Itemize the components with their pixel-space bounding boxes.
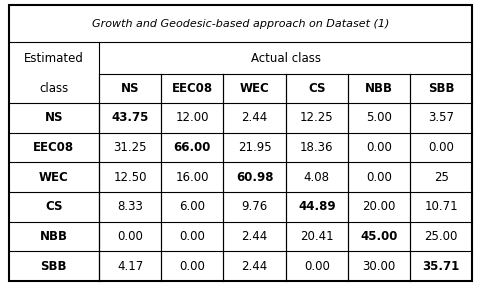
Text: 0.00: 0.00	[117, 230, 143, 243]
Text: 45.00: 45.00	[360, 230, 397, 243]
Text: 18.36: 18.36	[300, 141, 333, 154]
Text: 10.71: 10.71	[423, 200, 457, 213]
Text: WEC: WEC	[239, 82, 269, 95]
Text: 4.08: 4.08	[303, 171, 329, 184]
Text: 12.00: 12.00	[175, 111, 209, 124]
Text: 30.00: 30.00	[361, 259, 395, 273]
Text: 0.00: 0.00	[179, 230, 205, 243]
Text: 25.00: 25.00	[424, 230, 457, 243]
Text: 4.17: 4.17	[117, 259, 143, 273]
Text: 20.00: 20.00	[361, 200, 395, 213]
Text: SBB: SBB	[40, 259, 67, 273]
Text: 5.00: 5.00	[365, 111, 391, 124]
Text: 2.44: 2.44	[241, 111, 267, 124]
Text: CS: CS	[45, 200, 62, 213]
Text: 8.33: 8.33	[117, 200, 143, 213]
Text: 0.00: 0.00	[365, 141, 391, 154]
Text: NBB: NBB	[364, 82, 392, 95]
Text: SBB: SBB	[427, 82, 454, 95]
Text: 25: 25	[433, 171, 448, 184]
Text: 43.75: 43.75	[111, 111, 148, 124]
Text: NS: NS	[120, 82, 139, 95]
Text: 2.44: 2.44	[241, 259, 267, 273]
Text: 0.00: 0.00	[365, 171, 391, 184]
Text: 6.00: 6.00	[179, 200, 205, 213]
Text: 16.00: 16.00	[175, 171, 209, 184]
Text: 0.00: 0.00	[303, 259, 329, 273]
Text: 2.44: 2.44	[241, 230, 267, 243]
Text: 12.50: 12.50	[113, 171, 146, 184]
Text: 0.00: 0.00	[427, 141, 453, 154]
Text: 12.25: 12.25	[300, 111, 333, 124]
Text: 44.89: 44.89	[298, 200, 335, 213]
Text: WEC: WEC	[39, 171, 69, 184]
Text: class: class	[39, 82, 68, 95]
Text: 21.95: 21.95	[237, 141, 271, 154]
Text: 60.98: 60.98	[235, 171, 273, 184]
Text: NS: NS	[45, 111, 63, 124]
Text: CS: CS	[307, 82, 325, 95]
Text: 3.57: 3.57	[427, 111, 453, 124]
Text: 66.00: 66.00	[173, 141, 211, 154]
Text: Actual class: Actual class	[250, 52, 320, 65]
Text: NBB: NBB	[40, 230, 68, 243]
Text: 9.76: 9.76	[241, 200, 267, 213]
Text: 31.25: 31.25	[113, 141, 146, 154]
Text: Growth and Geodesic-based approach on Dataset (1): Growth and Geodesic-based approach on Da…	[92, 19, 388, 29]
Text: 0.00: 0.00	[179, 259, 205, 273]
Text: Estimated: Estimated	[24, 52, 84, 65]
Text: EEC08: EEC08	[171, 82, 213, 95]
Text: 35.71: 35.71	[422, 259, 459, 273]
Text: EEC08: EEC08	[33, 141, 74, 154]
Text: 20.41: 20.41	[300, 230, 333, 243]
